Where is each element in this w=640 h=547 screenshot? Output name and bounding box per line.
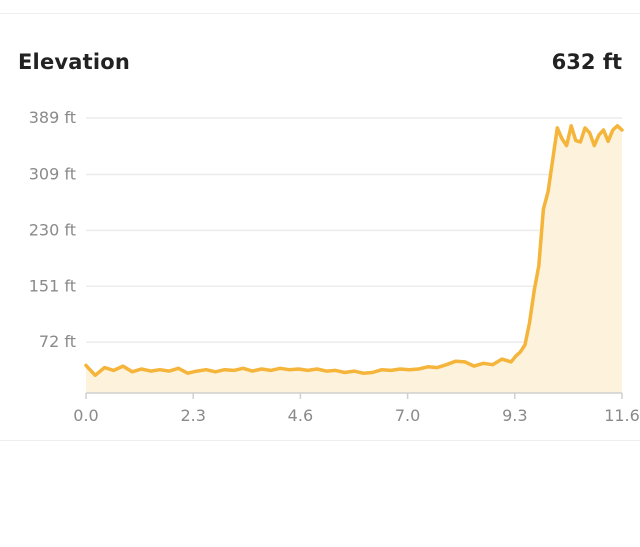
x-tick-label: 9.3 [502, 406, 527, 425]
y-tick-label: 151 ft [29, 276, 76, 295]
elevation-area [86, 125, 622, 394]
total-elevation: 632 ft [551, 50, 622, 74]
x-tick-label: 7.0 [395, 406, 420, 425]
elevation-line [84, 124, 624, 378]
chart-title: Elevation [18, 50, 131, 74]
y-tick-label: 72 ft [39, 332, 76, 351]
y-tick-label: 309 ft [29, 165, 76, 184]
x-tick-label: 11.6 [604, 406, 640, 425]
y-tick-label: 230 ft [29, 220, 76, 239]
bottom-divider [0, 440, 640, 441]
x-tick-label: 2.3 [180, 406, 205, 425]
top-divider [0, 13, 640, 14]
x-tick-label: 0.0 [73, 406, 98, 425]
x-tick-label: 4.6 [288, 406, 313, 425]
elevation-chart: 389 ft 309 ft 230 ft 151 ft 72 ft 0.0 2.3 4.6 7.… [29, 108, 640, 425]
y-tick-label: 389 ft [29, 108, 76, 127]
